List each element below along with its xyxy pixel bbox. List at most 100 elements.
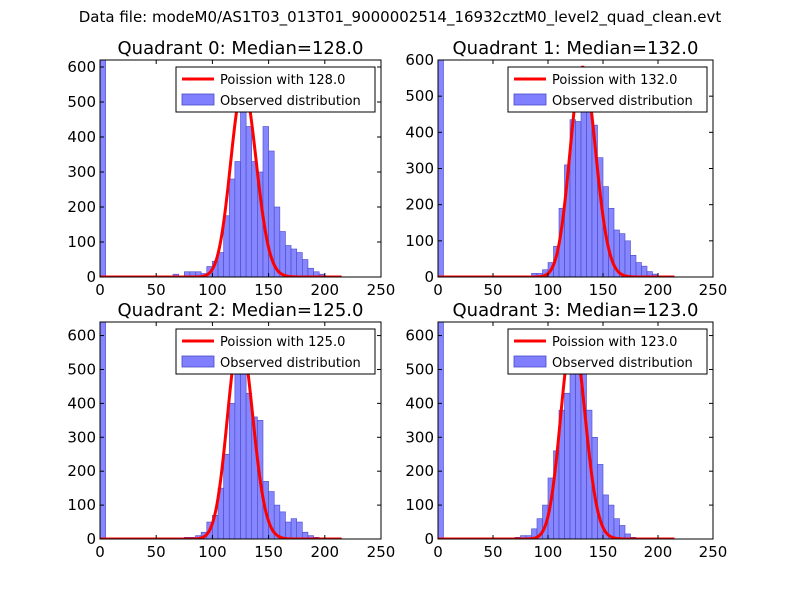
histogram-bar [100, 60, 106, 277]
histogram-bar [234, 161, 241, 277]
x-tick-label: 50 [483, 543, 502, 561]
histogram-bar [228, 403, 236, 539]
y-tick-label: 400 [67, 128, 96, 146]
histogram-bar [290, 248, 297, 277]
x-tick-label: 100 [198, 281, 227, 299]
histogram-bar [285, 521, 292, 539]
histogram-bar [234, 369, 241, 539]
histogram-bar [251, 161, 258, 277]
legend-label-fit: Poission with 125.0 [220, 335, 345, 350]
x-tick-label: 250 [367, 281, 396, 299]
histogram-bar [438, 322, 444, 539]
y-tick-label: 300 [405, 428, 434, 446]
y-tick-label: 0 [424, 530, 434, 548]
histogram-bar [296, 252, 303, 277]
y-tick-label: 100 [67, 496, 96, 514]
x-tick-label: 200 [644, 543, 673, 561]
x-tick-label: 200 [310, 543, 339, 561]
histogram-bar [641, 265, 648, 277]
y-tick-label: 0 [424, 268, 434, 286]
quadrant-2-plot: 0 50 100 150 200 250 0 100 200 300 400 500 600 Quadra… [67, 300, 395, 561]
plot-area [100, 60, 342, 277]
poisson-fit-line [100, 84, 342, 277]
legend-label-fit: Poission with 123.0 [552, 335, 677, 350]
x-tick-label: 250 [367, 543, 396, 561]
histogram-bar [624, 240, 631, 277]
quadrant-3-plot: 0 50 100 150 200 250 0 100 200 300 400 500 600 Quadra… [405, 300, 727, 561]
y-tick-label: 300 [67, 428, 96, 446]
histogram-bar [228, 178, 236, 277]
legend: Poission with 125.0 Observed distribution [175, 328, 376, 375]
histogram-bar [296, 521, 303, 539]
y-tick-label: 400 [405, 123, 434, 141]
y-tick-label: 300 [405, 160, 434, 178]
y-tick-label: 600 [405, 51, 434, 69]
chart-title: Quadrant 3: Median=123.0 [453, 300, 699, 321]
legend-bar-swatch [181, 355, 215, 368]
x-tick-label: 250 [699, 281, 728, 299]
chart-title: Quadrant 2: Median=125.0 [118, 300, 364, 321]
x-tick-label: 150 [254, 281, 283, 299]
x-tick-label: 0 [433, 543, 443, 561]
axes-frame [99, 59, 382, 278]
y-tick-label: 500 [405, 87, 434, 105]
quadrant-0-plot: 0 50 100 150 200 250 0 100 200 300 400 500 600 Quadra… [67, 38, 395, 299]
legend-label-observed: Observed distribution [220, 94, 361, 109]
y-tick-label: 200 [405, 196, 434, 214]
x-tick-label: 0 [433, 281, 443, 299]
legend-bar-swatch [513, 93, 547, 106]
axes-frame [99, 321, 382, 540]
legend: Poission with 132.0 Observed distribution [507, 66, 708, 113]
legend-label-observed: Observed distribution [220, 356, 361, 371]
legend-label-fit: Poission with 132.0 [552, 73, 677, 88]
histogram-bar [245, 392, 253, 539]
histogram-bar [569, 348, 576, 539]
x-tick-label: 150 [254, 543, 283, 561]
x-tick-label: 50 [147, 281, 166, 299]
y-tick-label: 100 [405, 496, 434, 514]
histogram-bar [564, 392, 571, 539]
figure-title: Data file: modeM0/AS1T03_013T01_90000025… [78, 8, 722, 26]
legend-bar-swatch [513, 355, 547, 368]
quadrant-1-plot: 0 50 100 150 200 250 0 100 200 300 400 500 600 Quadra… [405, 38, 727, 299]
x-tick-label: 0 [95, 281, 105, 299]
poisson-fit-line [438, 334, 675, 539]
legend: Poission with 128.0 Observed distribution [175, 66, 376, 113]
histogram-bar [285, 245, 292, 277]
plot-area [438, 322, 675, 539]
y-tick-label: 200 [67, 462, 96, 480]
histogram-bar [635, 262, 642, 277]
histogram-bar [100, 322, 106, 539]
x-tick-label: 250 [699, 543, 728, 561]
histogram-bar [279, 231, 286, 277]
x-tick-label: 0 [95, 543, 105, 561]
x-tick-label: 200 [644, 281, 673, 299]
x-tick-label: 100 [534, 543, 563, 561]
y-tick-label: 500 [67, 93, 96, 111]
histogram-bar [624, 533, 631, 539]
y-tick-label: 600 [67, 58, 96, 76]
y-tick-label: 300 [67, 163, 96, 181]
axes-frame [437, 321, 714, 540]
histogram-bar [586, 106, 593, 277]
legend: Poission with 123.0 Observed distribution [507, 328, 708, 375]
x-tick-label: 50 [483, 281, 502, 299]
histogram-bar [279, 511, 286, 539]
x-tick-label: 50 [147, 543, 166, 561]
y-tick-label: 200 [405, 462, 434, 480]
y-tick-label: 100 [405, 232, 434, 250]
histogram-bar [240, 85, 247, 277]
x-tick-label: 100 [198, 543, 227, 561]
chart-title: Quadrant 1: Median=132.0 [453, 38, 699, 59]
y-tick-label: 400 [405, 394, 434, 412]
histogram-bar [619, 525, 626, 539]
x-tick-label: 150 [589, 281, 618, 299]
y-tick-label: 600 [67, 327, 96, 345]
histogram-bar [630, 255, 637, 277]
legend-bar-swatch [181, 93, 215, 106]
x-tick-label: 200 [310, 281, 339, 299]
histogram-bar [223, 453, 230, 539]
legend-label-fit: Poission with 128.0 [220, 73, 345, 88]
y-tick-label: 200 [67, 198, 96, 216]
